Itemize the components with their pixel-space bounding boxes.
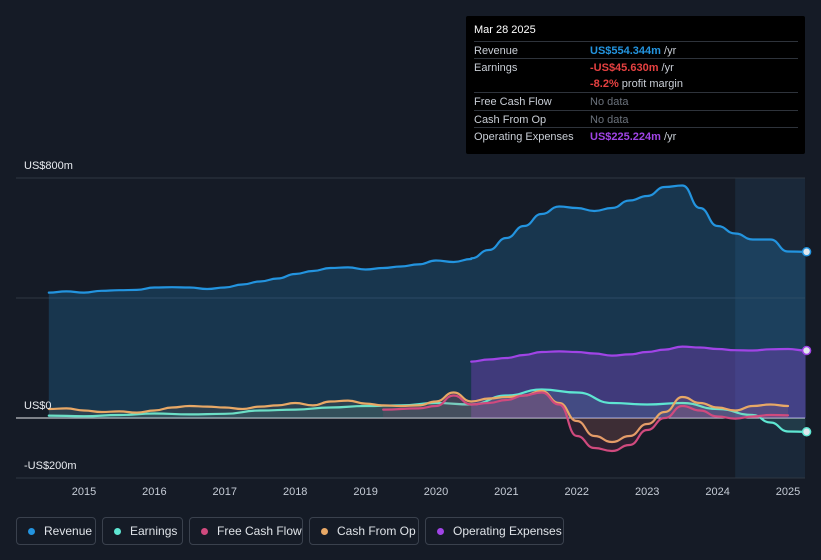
legend-dot-icon	[201, 527, 208, 535]
tooltip-value: US$554.344m /yr	[590, 45, 676, 57]
x-tick-label: 2020	[424, 486, 448, 498]
tooltip-value: -8.2% profit margin	[590, 78, 683, 90]
y-label-bottom: -US$200m	[24, 460, 77, 472]
tooltip-value-number: -8.2%	[590, 78, 619, 90]
tooltip-row-margin: -8.2% profit margin	[474, 75, 798, 92]
x-tick-label: 2019	[353, 486, 377, 498]
series-line-cash-from-op	[47, 389, 790, 444]
tooltip-row-revenue: Revenue US$554.344m /yr	[474, 41, 798, 59]
tooltip-date: Mar 28 2025	[474, 24, 536, 36]
y-label-top: US$800m	[24, 160, 73, 172]
tooltip-label: Earnings	[474, 62, 518, 74]
tooltip-row-fcf: Free Cash Flow No data	[474, 92, 798, 110]
x-tick-label: 2015	[72, 486, 96, 498]
tooltip-row-opex: Operating Expenses US$225.224m /yr	[474, 127, 798, 145]
tooltip-value: -US$45.630m /yr	[590, 62, 674, 74]
legend-label: Free Cash Flow	[217, 524, 302, 538]
series-area-earnings	[48, 389, 806, 432]
tooltip-panel: Mar 28 2025 Revenue US$554.344m /yr Earn…	[466, 16, 805, 154]
tooltip-value-number: US$225.224m	[590, 131, 661, 143]
tooltip-label: Operating Expenses	[474, 131, 574, 143]
x-tick-label: 2016	[142, 486, 166, 498]
series-line-revenue	[47, 184, 807, 294]
series-line-earnings	[47, 388, 807, 433]
legend-dot-icon	[321, 527, 328, 535]
legend-cash-from-op[interactable]: Cash From Op	[309, 517, 419, 545]
tooltip-value-number: -US$45.630m	[590, 62, 659, 74]
legend-operating-expenses[interactable]: Operating Expenses	[425, 517, 564, 545]
legend-earnings[interactable]: Earnings	[102, 517, 183, 545]
series-line-operating-expenses	[470, 345, 807, 363]
x-tick-label: 2023	[635, 486, 659, 498]
legend-dot-icon	[437, 527, 444, 535]
legend-dot-icon	[114, 527, 121, 535]
tooltip-row-cfo: Cash From Op No data	[474, 110, 798, 128]
tooltip-value: No data	[590, 114, 629, 126]
tooltip-value: US$225.224m /yr	[590, 131, 676, 143]
x-tick-label: 2021	[494, 486, 518, 498]
end-marker-revenue	[801, 247, 812, 257]
series-area-cash-from-op	[48, 391, 789, 442]
tooltip-label: Free Cash Flow	[474, 96, 552, 108]
x-tick-label: 2017	[213, 486, 237, 498]
x-tick-label: 2025	[776, 486, 800, 498]
tooltip-value-unit: /yr	[658, 62, 674, 74]
legend-label: Earnings	[130, 524, 178, 538]
tooltip-value-unit: /yr	[660, 131, 677, 143]
tooltip-value-number: No data	[590, 114, 629, 126]
tooltip-value-unit: profit margin	[618, 78, 683, 90]
y-label-zero: US$0	[24, 400, 52, 412]
legend-label: Operating Expenses	[453, 524, 562, 538]
tooltip-label: Revenue	[474, 45, 519, 57]
tooltip-value: No data	[590, 96, 629, 108]
legend-label: Revenue	[44, 524, 93, 538]
series-line-free-cash-flow	[382, 391, 790, 453]
legend-revenue[interactable]: Revenue	[16, 517, 96, 545]
tooltip-row-earnings: Earnings -US$45.630m /yr	[474, 58, 798, 76]
x-tick-label: 2022	[565, 486, 589, 498]
tooltip-value-number: No data	[590, 96, 629, 108]
end-marker-earnings	[801, 427, 812, 437]
x-tick-label: 2018	[283, 486, 307, 498]
highlight-band	[735, 178, 805, 478]
tooltip-value-unit: /yr	[660, 45, 677, 57]
tooltip-label: Cash From Op	[474, 114, 547, 126]
legend-dot-icon	[28, 527, 35, 535]
end-marker-operating-expenses	[801, 345, 812, 356]
legend-label: Cash From Op	[337, 524, 416, 538]
series-area-revenue	[48, 185, 806, 418]
x-tick-label: 2024	[705, 486, 729, 498]
legend-free-cash-flow[interactable]: Free Cash Flow	[189, 517, 303, 545]
tooltip-value-number: US$554.344m	[590, 45, 661, 57]
